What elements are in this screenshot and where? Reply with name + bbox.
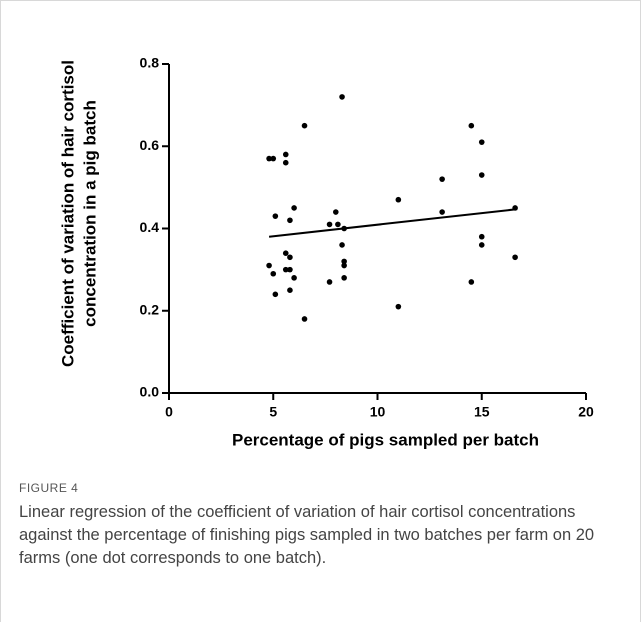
data-point: [478, 139, 485, 145]
data-point: [287, 217, 293, 224]
data-point: [272, 213, 279, 219]
y-tick-label: 0.8: [140, 55, 160, 71]
data-point: [266, 155, 272, 162]
y-tick-label: 0.6: [140, 137, 160, 153]
data-point: [272, 291, 279, 298]
data-point: [301, 316, 308, 322]
data-point: [266, 262, 272, 269]
data-point: [478, 233, 485, 240]
data-point: [468, 122, 475, 129]
x-tick-label: 5: [269, 404, 277, 420]
x-tick-label: 10: [370, 404, 386, 420]
data-point: [341, 275, 347, 281]
y-tick-label: 0.4: [140, 219, 160, 235]
data-point: [333, 209, 339, 215]
data-point: [395, 303, 402, 310]
data-point: [291, 205, 297, 211]
x-tick-label: 20: [578, 404, 594, 420]
data-point: [478, 242, 485, 248]
regression-line: [268, 208, 518, 238]
y-axis-title: Coefficient of variation of hair cortiso…: [58, 60, 77, 367]
caption-text: Linear regression of the coefficient of …: [19, 503, 595, 567]
data-point: [341, 225, 347, 232]
x-axis-title: Percentage of pigs sampled per batch: [232, 430, 539, 449]
data-point: [395, 196, 402, 203]
data-point: [339, 94, 345, 100]
data-point: [468, 279, 475, 285]
data-point: [341, 258, 347, 265]
x-tick-label: 0: [165, 404, 173, 420]
data-point: [301, 122, 308, 129]
data-point: [287, 254, 293, 261]
data-point: [282, 159, 289, 166]
data-point: [439, 176, 445, 182]
data-point: [282, 266, 289, 273]
data-point: [512, 205, 518, 211]
y-axis-title: concentration in a pig batch: [80, 100, 99, 327]
data-point: [335, 221, 341, 228]
data-point: [439, 209, 445, 215]
data-point: [339, 242, 345, 248]
chart: 0.0 0.2 0.4 0.6 0.8 0 5 10 15 20 Percentage of pig…: [58, 55, 594, 450]
x-tick-label: 15: [474, 404, 490, 420]
data-point: [287, 287, 293, 293]
data-point: [270, 155, 277, 162]
data-point: [282, 250, 289, 256]
data-point: [326, 221, 333, 228]
data-point: [326, 279, 333, 285]
y-tick-label: 0.0: [140, 384, 160, 400]
caption-label: FIGURE 4: [19, 481, 79, 495]
data-point: [282, 151, 289, 158]
data-point: [270, 270, 277, 277]
data-point: [512, 254, 518, 261]
y-tick-label: 0.2: [140, 301, 160, 317]
data-point: [291, 275, 297, 281]
data-point: [287, 266, 293, 273]
data-point: [341, 262, 347, 269]
data-point: [478, 172, 485, 178]
